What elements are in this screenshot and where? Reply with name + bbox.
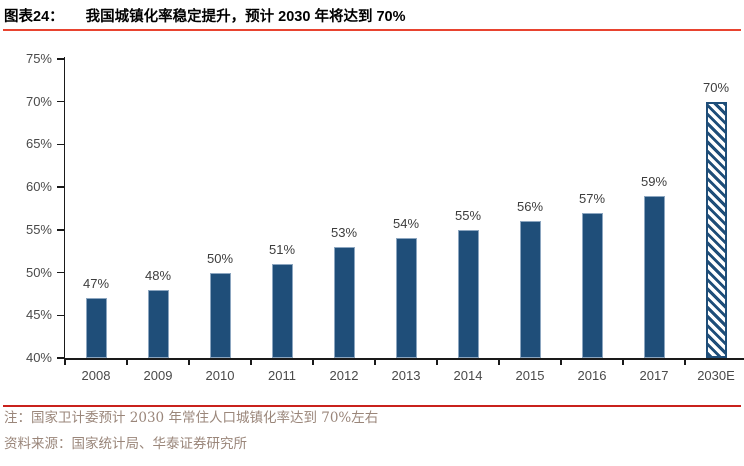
bar-value-label: 53% bbox=[330, 224, 358, 240]
y-tick-label: 65% bbox=[25, 136, 52, 152]
bar-value-label: 48% bbox=[144, 267, 172, 283]
y-tick bbox=[57, 229, 65, 231]
y-tick-label: 75% bbox=[25, 51, 52, 66]
figure-notes: 注：国家卫计委预计 2030 年常住人口城镇化率达到 70%左右 资料来源：国家… bbox=[4, 410, 378, 462]
bar-2013 bbox=[395, 238, 417, 358]
x-axis-line bbox=[63, 358, 744, 360]
y-tick-label: 50% bbox=[25, 264, 52, 280]
figure-header: 图表24： 我国城镇化率稳定提升，预计 2030 年将达到 70% bbox=[4, 5, 406, 26]
y-tick bbox=[57, 143, 65, 146]
x-tick-label-2015: 2015 bbox=[515, 368, 545, 383]
x-tick-label-2010: 2010 bbox=[205, 368, 235, 383]
y-tick bbox=[57, 271, 65, 274]
footer-divider bbox=[3, 405, 741, 407]
source-text: 资料来源：国家统计局、华泰证券研究所 bbox=[4, 436, 247, 452]
x-tick-label-2008: 2008 bbox=[81, 368, 111, 383]
bar-2030E bbox=[705, 101, 727, 358]
y-tick-label: 40% bbox=[25, 350, 52, 365]
bar-value-label: 59% bbox=[640, 173, 668, 189]
y-tick bbox=[57, 58, 65, 60]
bar-value-label: 47% bbox=[82, 276, 110, 292]
x-tick bbox=[498, 358, 500, 365]
x-tick bbox=[560, 358, 562, 365]
bar-value-label: 51% bbox=[268, 242, 296, 258]
bar-2014 bbox=[457, 229, 479, 358]
bar-value-label: 70% bbox=[702, 79, 730, 95]
x-tick bbox=[126, 358, 128, 365]
title-divider bbox=[3, 29, 741, 31]
bar-2009 bbox=[147, 289, 169, 358]
bar-value-label: 56% bbox=[516, 199, 544, 215]
x-tick-label-2012: 2012 bbox=[329, 368, 359, 383]
figure-title: 我国城镇化率稳定提升，预计 2030 年将达到 70% bbox=[85, 9, 406, 25]
bar-2015 bbox=[519, 221, 541, 358]
x-tick-label-2014: 2014 bbox=[453, 368, 483, 383]
bar-value-label: 54% bbox=[392, 216, 420, 232]
y-tick bbox=[57, 357, 65, 359]
x-tick-label-2030E: 2030E bbox=[697, 368, 735, 383]
x-tick bbox=[188, 358, 190, 365]
x-tick-label-2011: 2011 bbox=[268, 368, 296, 383]
y-tick-label: 55% bbox=[25, 221, 52, 237]
bar-2011 bbox=[271, 264, 293, 358]
y-axis-line bbox=[63, 57, 65, 358]
x-tick bbox=[684, 358, 686, 365]
y-tick bbox=[57, 314, 65, 317]
x-tick bbox=[64, 358, 66, 365]
x-tick-label-2017: 2017 bbox=[639, 368, 669, 383]
bar-2017 bbox=[643, 195, 665, 358]
bar-value-label: 50% bbox=[206, 250, 234, 266]
x-tick-label-2016: 2016 bbox=[577, 368, 607, 383]
bar-value-label: 57% bbox=[578, 190, 606, 206]
y-tick-label: 70% bbox=[25, 93, 52, 109]
x-tick bbox=[374, 358, 376, 365]
bar-value-label: 55% bbox=[454, 207, 482, 223]
x-tick bbox=[312, 358, 314, 365]
bar-2016 bbox=[581, 212, 603, 358]
urbanization-rate-bar-chart: 40% 45% 50% 55% 60% 65% 70% 75% 47% 2008 48% 2009 50… bbox=[0, 31, 744, 403]
y-tick bbox=[57, 100, 65, 103]
x-tick bbox=[436, 358, 438, 365]
y-tick-label: 45% bbox=[25, 307, 52, 323]
note-text: 注：国家卫计委预计 2030 年常住人口城镇化率达到 70%左右 bbox=[4, 410, 379, 426]
x-tick-label-2013: 2013 bbox=[391, 368, 421, 383]
x-tick bbox=[250, 358, 252, 365]
x-tick bbox=[622, 358, 624, 365]
bar-2012 bbox=[333, 246, 355, 358]
bar-2008 bbox=[85, 298, 107, 358]
y-tick bbox=[57, 186, 65, 188]
x-tick-label-2009: 2009 bbox=[143, 368, 173, 383]
y-tick-label: 60% bbox=[25, 179, 52, 195]
bar-2010 bbox=[209, 272, 231, 358]
figure-number: 图表24： bbox=[4, 9, 64, 25]
